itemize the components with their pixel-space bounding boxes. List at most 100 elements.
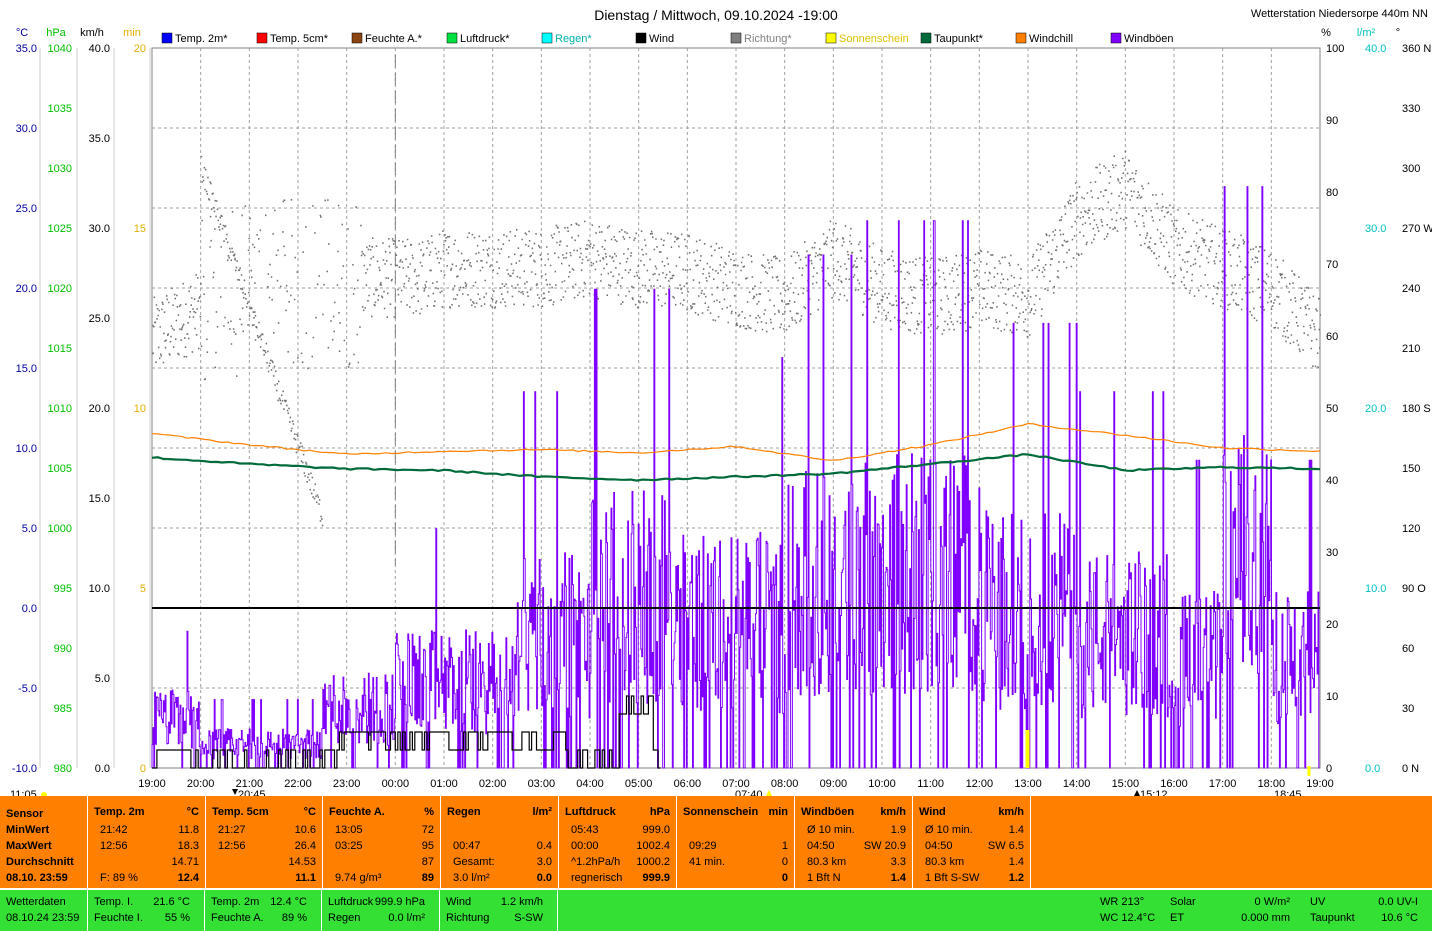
x-tick-label: 04:00 bbox=[576, 778, 604, 790]
stat-sub: 05:43 bbox=[571, 824, 599, 836]
footer-label: Taupunkt bbox=[1310, 912, 1355, 924]
footer-label: Feuchte I. bbox=[94, 912, 143, 924]
max-sun-label: 15:12 bbox=[1140, 789, 1168, 796]
stat-value: 12.4 bbox=[177, 872, 199, 884]
stat-header: Temp. 5cm bbox=[212, 806, 269, 818]
footer-value: 1.2 km/h bbox=[500, 896, 543, 908]
hpa-tick: 1010 bbox=[48, 403, 72, 415]
footer-column-c7: Solar 0 W/m² ET 0.000 mm bbox=[1164, 890, 1304, 931]
x-tick-label: 18:00 bbox=[1258, 778, 1286, 790]
series-windchill bbox=[151, 422, 1321, 461]
footer-label: Temp. 2m bbox=[211, 896, 260, 908]
rain-tick: 20.0 bbox=[1365, 403, 1386, 415]
stat-unit: °C bbox=[303, 806, 316, 818]
footer-column-c6: WR 213° WC 12.4°C bbox=[1094, 890, 1164, 931]
x-tick-label: 02:00 bbox=[479, 778, 507, 790]
stat-value: 1.4 bbox=[890, 872, 906, 884]
stat-unit: °C bbox=[186, 806, 199, 818]
axes: 35.0 30.0 25.0 20.0 15.0 10.0 5.0 0.0 -5.0 -10.0 1… bbox=[12, 43, 1432, 775]
sensor-header: Sensor bbox=[6, 808, 44, 820]
row-date: 08.10. 23:59 bbox=[6, 872, 68, 884]
x-tick-label: 13:00 bbox=[1014, 778, 1042, 790]
stat-unit: l/m² bbox=[532, 806, 552, 818]
x-tick-label: 15:00 bbox=[1112, 778, 1140, 790]
stat-sub: F: 89 % bbox=[100, 872, 138, 884]
hpa-tick: 1015 bbox=[48, 343, 72, 355]
stat-value: 999.9 bbox=[642, 872, 670, 884]
unit-label: km/h bbox=[80, 27, 104, 39]
stat-column-temp2m: Temp. 2m °C 21:42 11.8 12:56 18.3 14.71 F: 89 %… bbox=[88, 796, 206, 888]
stat-column-luftdruck: Luftdruck hPa 05:43 999.0 00:00 1002.4 ^1.2hPa… bbox=[559, 796, 677, 888]
sun-icon bbox=[41, 792, 47, 796]
footer-column-c5: Wind 1.2 km/h Richtung S-SW bbox=[440, 890, 558, 931]
footer-label: Wetterdaten bbox=[6, 896, 66, 908]
stat-value: SW 6.5 bbox=[987, 840, 1024, 852]
legend-swatch bbox=[825, 32, 837, 44]
legend-swatch bbox=[256, 32, 268, 44]
temp-tick: 35.0 bbox=[16, 43, 37, 55]
time-markers: 11:05 20:45 07:40 15:12 18:45 bbox=[10, 766, 1311, 796]
x-tick-label: 12:00 bbox=[966, 778, 994, 790]
degree-tick: 120 bbox=[1402, 523, 1420, 535]
stat-sub: 41 min. bbox=[689, 856, 726, 868]
kmh-tick: 35.0 bbox=[89, 133, 110, 145]
row-avg: Durchschnitt bbox=[6, 856, 74, 868]
stat-value: 26.4 bbox=[294, 840, 316, 852]
stat-value: 87 bbox=[421, 856, 434, 868]
degree-tick: 30 bbox=[1402, 703, 1414, 715]
current-values-bar: Wetterdaten 08.10.24 23:59 Temp. I. 21.6 … bbox=[0, 890, 1432, 931]
right-time-label: 18:45 bbox=[1274, 789, 1302, 796]
degree-tick: 360 N bbox=[1402, 43, 1431, 55]
x-ticks: 19:00 20:00 21:00 22:00 23:00 00:00 01:00 02:00… bbox=[138, 778, 1334, 790]
stat-sub: 04:50 bbox=[807, 840, 835, 852]
footer-column-c4: Luftdruck 999.9 hPa Regen 0.0 l/m² bbox=[322, 890, 440, 931]
stat-header: Wind bbox=[919, 806, 946, 818]
percent-tick: 80 bbox=[1326, 187, 1338, 199]
kmh-tick: 10.0 bbox=[89, 583, 110, 595]
stat-column-sonne: Sonnenschein min 09:29 1 41 min. 0 0 bbox=[677, 796, 795, 888]
stat-unit: min bbox=[768, 806, 788, 818]
hpa-tick: 995 bbox=[54, 583, 72, 595]
kmh-tick: 5.0 bbox=[95, 673, 110, 685]
hpa-tick: 985 bbox=[54, 703, 72, 715]
footer-label: Solar bbox=[1170, 896, 1196, 908]
degree-tick: 330 bbox=[1402, 103, 1420, 115]
stat-sub: 21:27 bbox=[218, 824, 246, 836]
legend-label: Luftdruck* bbox=[460, 33, 510, 45]
x-tick-label: 06:00 bbox=[674, 778, 702, 790]
x-tick-label: 10:00 bbox=[868, 778, 896, 790]
percent-tick: 0 bbox=[1326, 763, 1332, 775]
x-tick-label: 19:00 bbox=[1306, 778, 1334, 790]
stat-sub: 12:56 bbox=[100, 840, 128, 852]
x-tick-label: 11:00 bbox=[917, 778, 944, 790]
footer-date: 08.10.24 23:59 bbox=[6, 912, 80, 924]
temp-tick: 25.0 bbox=[16, 203, 37, 215]
statistics-panel: Sensor MinWert MaxWert Durchschnitt 08.1… bbox=[0, 796, 1432, 888]
stat-header: Windböen bbox=[801, 806, 855, 818]
legend-swatch bbox=[1015, 32, 1027, 44]
stat-unit: % bbox=[424, 806, 434, 818]
stat-value: 95 bbox=[421, 840, 434, 852]
footer-label: Wind bbox=[446, 896, 472, 908]
wind-gust-series bbox=[151, 186, 1320, 769]
min-tick: 15 bbox=[134, 223, 146, 235]
stat-value: 0 bbox=[781, 856, 788, 868]
temp-tick: 15.0 bbox=[16, 363, 37, 375]
footer-value: 0.0 UV-I bbox=[1378, 896, 1418, 908]
stat-sub: 09:29 bbox=[689, 840, 717, 852]
unit-label: min bbox=[123, 27, 141, 39]
x-tick-label: 03:00 bbox=[528, 778, 556, 790]
temp-tick: -5.0 bbox=[18, 683, 37, 695]
stat-header: Sonnenschein bbox=[683, 806, 759, 818]
units-right: % l/m² ° bbox=[1321, 27, 1400, 39]
x-tick-label: 14:00 bbox=[1063, 778, 1091, 790]
footer-value: 0.0 l/m² bbox=[388, 912, 425, 924]
hpa-tick: 1020 bbox=[48, 283, 72, 295]
degree-tick: 210 bbox=[1402, 343, 1420, 355]
legend-label: Temp. 5cm* bbox=[270, 33, 329, 45]
stat-value: 0.0 bbox=[536, 872, 552, 884]
percent-tick: 100 bbox=[1326, 43, 1344, 55]
stat-value: 1000.2 bbox=[636, 856, 670, 868]
percent-tick: 70 bbox=[1326, 259, 1338, 271]
sunshine-bar bbox=[1025, 730, 1030, 768]
